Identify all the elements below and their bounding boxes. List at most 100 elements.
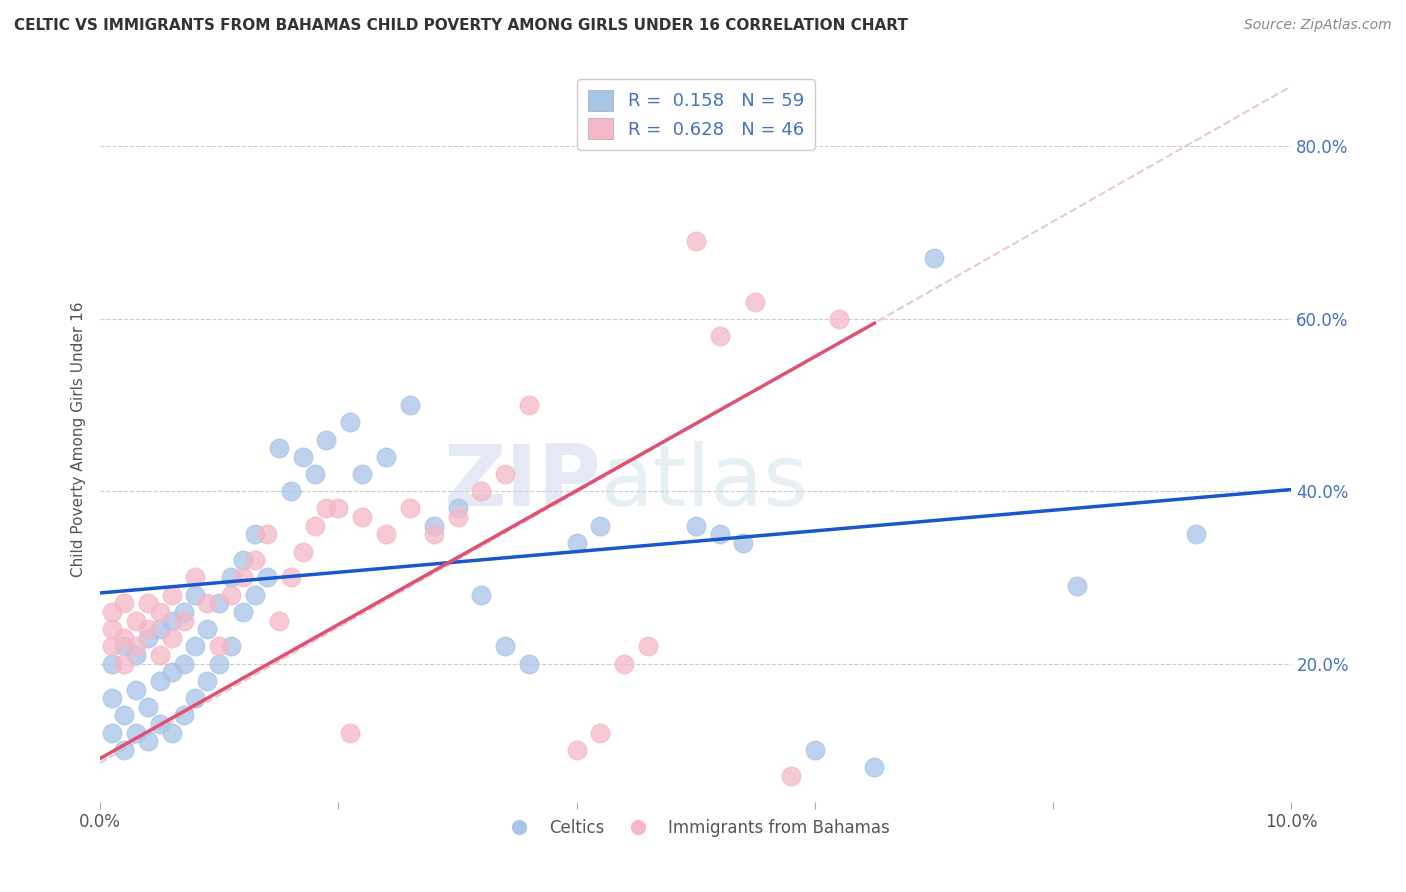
- Point: [232, 605, 254, 619]
- Point: [339, 725, 361, 739]
- Point: [173, 708, 195, 723]
- Point: [149, 717, 172, 731]
- Point: [328, 501, 350, 516]
- Point: [1066, 579, 1088, 593]
- Point: [101, 691, 124, 706]
- Text: Source: ZipAtlas.com: Source: ZipAtlas.com: [1244, 18, 1392, 32]
- Point: [267, 614, 290, 628]
- Text: ZIP: ZIP: [443, 442, 600, 524]
- Point: [517, 398, 540, 412]
- Point: [160, 614, 183, 628]
- Point: [173, 605, 195, 619]
- Point: [160, 588, 183, 602]
- Point: [470, 484, 492, 499]
- Point: [219, 588, 242, 602]
- Point: [780, 769, 803, 783]
- Point: [280, 570, 302, 584]
- Point: [922, 252, 945, 266]
- Point: [613, 657, 636, 671]
- Point: [112, 596, 135, 610]
- Text: CELTIC VS IMMIGRANTS FROM BAHAMAS CHILD POVERTY AMONG GIRLS UNDER 16 CORRELATION: CELTIC VS IMMIGRANTS FROM BAHAMAS CHILD …: [14, 18, 908, 33]
- Point: [101, 605, 124, 619]
- Point: [112, 640, 135, 654]
- Point: [101, 725, 124, 739]
- Point: [315, 501, 337, 516]
- Point: [1185, 527, 1208, 541]
- Point: [280, 484, 302, 499]
- Point: [267, 441, 290, 455]
- Point: [184, 570, 207, 584]
- Point: [219, 640, 242, 654]
- Point: [494, 640, 516, 654]
- Point: [352, 467, 374, 481]
- Point: [446, 501, 468, 516]
- Point: [101, 640, 124, 654]
- Point: [863, 760, 886, 774]
- Point: [709, 527, 731, 541]
- Point: [184, 640, 207, 654]
- Point: [125, 725, 148, 739]
- Point: [184, 588, 207, 602]
- Point: [112, 657, 135, 671]
- Point: [125, 682, 148, 697]
- Point: [375, 527, 398, 541]
- Point: [208, 657, 231, 671]
- Point: [136, 596, 159, 610]
- Point: [291, 450, 314, 464]
- Y-axis label: Child Poverty Among Girls Under 16: Child Poverty Among Girls Under 16: [72, 301, 86, 577]
- Point: [195, 673, 218, 688]
- Point: [149, 605, 172, 619]
- Point: [804, 743, 827, 757]
- Point: [125, 648, 148, 662]
- Point: [112, 631, 135, 645]
- Point: [219, 570, 242, 584]
- Point: [637, 640, 659, 654]
- Point: [208, 640, 231, 654]
- Point: [208, 596, 231, 610]
- Point: [243, 527, 266, 541]
- Text: atlas: atlas: [600, 442, 808, 524]
- Point: [232, 553, 254, 567]
- Point: [494, 467, 516, 481]
- Point: [565, 743, 588, 757]
- Point: [125, 614, 148, 628]
- Point: [136, 631, 159, 645]
- Point: [352, 510, 374, 524]
- Point: [112, 708, 135, 723]
- Point: [256, 527, 278, 541]
- Point: [589, 518, 612, 533]
- Point: [136, 699, 159, 714]
- Point: [828, 311, 851, 326]
- Point: [160, 725, 183, 739]
- Point: [315, 433, 337, 447]
- Point: [101, 657, 124, 671]
- Point: [101, 622, 124, 636]
- Point: [517, 657, 540, 671]
- Point: [160, 665, 183, 680]
- Point: [304, 467, 326, 481]
- Point: [589, 725, 612, 739]
- Point: [112, 743, 135, 757]
- Point: [422, 527, 444, 541]
- Point: [173, 657, 195, 671]
- Point: [149, 673, 172, 688]
- Point: [744, 294, 766, 309]
- Point: [136, 622, 159, 636]
- Point: [149, 622, 172, 636]
- Point: [291, 544, 314, 558]
- Point: [685, 518, 707, 533]
- Point: [232, 570, 254, 584]
- Point: [339, 415, 361, 429]
- Point: [375, 450, 398, 464]
- Point: [149, 648, 172, 662]
- Point: [195, 596, 218, 610]
- Point: [243, 588, 266, 602]
- Point: [733, 536, 755, 550]
- Point: [399, 501, 422, 516]
- Point: [160, 631, 183, 645]
- Point: [470, 588, 492, 602]
- Point: [399, 398, 422, 412]
- Point: [565, 536, 588, 550]
- Point: [173, 614, 195, 628]
- Point: [256, 570, 278, 584]
